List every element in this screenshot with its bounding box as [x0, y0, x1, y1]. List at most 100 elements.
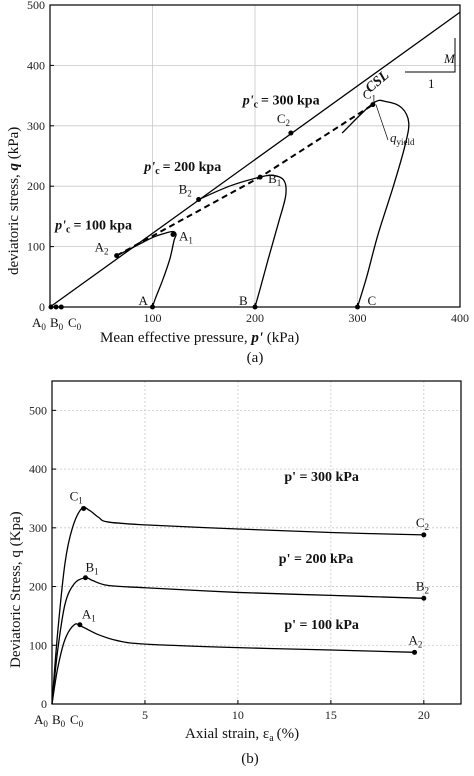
panel-b-ytick-label: 200 [29, 580, 47, 594]
b-point-B1 [82, 575, 88, 581]
origin-label-B0: B0 [50, 315, 64, 332]
panel-a-caption: (a) [247, 350, 264, 366]
panel-a-xtick-label: 300 [349, 311, 367, 325]
point-label-B1: B1 [268, 171, 281, 188]
panel-a-xtick-label: 400 [451, 311, 469, 325]
panel-a-xlabel-symbol: p' [249, 330, 263, 346]
b-point-C1 [81, 505, 87, 511]
point-label-C: C [368, 293, 377, 308]
slope-run-label: 1 [428, 76, 435, 91]
slope-triangle: 1M [405, 38, 456, 91]
panel-b-ytick-label: 0 [41, 697, 47, 711]
panel-a-ytick-label: 0 [39, 300, 45, 314]
origin-point-C0 [58, 304, 64, 310]
panel-a-xtick-label: 100 [144, 311, 162, 325]
panel-b-xlabel-text: Axial strain, ε [185, 726, 269, 742]
b-confining-annotation-1: p' = 300 kPa [284, 470, 359, 485]
b-point-label-A2: A2 [409, 632, 423, 649]
stress-path-2 [198, 174, 287, 308]
stress-path-3 [341, 99, 410, 308]
b-point-A2 [412, 649, 418, 655]
panel-b-ylabel: Deviatoric Stress, q (Kpa) [8, 511, 24, 668]
panel-b-caption: (b) [241, 751, 259, 767]
panel-b-xlabel-unit: (%) [277, 726, 300, 742]
point-label-A: A [139, 293, 149, 308]
b-point-label-A1: A1 [82, 607, 96, 624]
origin-label-C0: C0 [68, 315, 82, 332]
panel-b-series [51, 506, 424, 705]
panel-a-xlabel: Mean effective pressure, p' (kPa) [100, 330, 299, 346]
origin-label-A0: A0 [32, 315, 46, 332]
b-point-B2 [421, 595, 427, 601]
point-C [355, 304, 360, 310]
b-point-label-C2: C2 [416, 515, 429, 532]
yield-label: qyield [390, 130, 415, 147]
panel-b-xtick-label: 15 [325, 708, 337, 722]
point-label-C1: C1 [363, 87, 376, 104]
panel-a-ytick-label: 400 [27, 58, 45, 72]
point-B [252, 304, 258, 310]
panel-a-xlabel-text: Mean effective pressure, [100, 330, 248, 346]
panel-a-ytick-label: 300 [27, 119, 45, 133]
panel-b-ytick-label: 300 [29, 521, 47, 535]
point-B2 [196, 196, 202, 202]
panel-b-xtick-label: 20 [418, 708, 430, 722]
b-point-C2 [421, 532, 427, 538]
csl-line [49, 11, 461, 308]
panel-a-xlabel-unit: (kPa) [267, 330, 300, 346]
panel-a-ytick-label: 500 [27, 0, 45, 12]
panel-b-points: A1 B1 C1 A2 B2 C2 A0 B0 C0 [34, 488, 429, 729]
point-label-B2: B2 [179, 181, 192, 198]
panel-b-annotations: p' = 300 kPa p' = 200 kPa p' = 100 kPa [279, 470, 359, 633]
panel-b-grid [52, 381, 461, 704]
panel-b-xtick-label: 10 [232, 708, 244, 722]
panel-a-grid [50, 4, 460, 307]
panel-a-ylabel-symbol: q [6, 162, 22, 170]
b-point-A1 [77, 622, 83, 628]
panel-b-ytick-label: 500 [29, 403, 47, 417]
panel-b-ytick-label: 100 [29, 638, 47, 652]
b-confining-annotation-2: p' = 200 kPa [279, 552, 354, 567]
panel-a-xtick-label: 200 [246, 311, 264, 325]
slope-rise-label: M [443, 51, 456, 66]
strain-curve-3 [51, 623, 415, 705]
point-A2 [114, 253, 120, 259]
panel-a-ylabel: deviatoric stress, q (kPa) [6, 127, 22, 275]
slope-triangle-legs [405, 38, 456, 73]
point-C2 [288, 130, 294, 136]
panel-b-xlabel-sub: a [269, 733, 274, 744]
panel-b-xtick-label: 5 [142, 708, 148, 722]
point-C1 [370, 102, 376, 108]
confining-annotation-1: p'c = 100 kpa [54, 219, 132, 236]
b-origin-label-C0: C0 [70, 712, 84, 729]
point-B1 [257, 174, 263, 180]
point-label-A2: A2 [95, 240, 109, 257]
b-point-label-B1: B1 [85, 560, 98, 577]
strain-curve-2 [51, 577, 424, 705]
b-origin-label-B0: B0 [52, 712, 66, 729]
origin-point-A0 [48, 304, 54, 310]
panel-a-ylabel-text: deviatoric stress, [6, 174, 22, 275]
point-A [150, 304, 155, 310]
confining-annotation-2: p'c = 200 kpa [143, 160, 221, 177]
panel-a-points: qyield A B C A1 B1 C1 A2 B2 C2 A0 B0 C0 p'c = 100 kpa p… [32, 87, 415, 332]
panel-b-frame [51, 380, 462, 705]
b-point-label-C1: C1 [70, 488, 83, 505]
b-point-label-B2: B2 [416, 578, 429, 595]
point-label-B: B [239, 293, 248, 308]
confining-annotation-3: p'c = 300 kpa [242, 94, 320, 111]
b-confining-annotation-3: p' = 100 kPa [284, 618, 359, 633]
point-label-A1: A1 [179, 229, 193, 246]
panel-b-xlabel: Axial strain, εa (%) [185, 726, 299, 744]
yield-line [116, 103, 374, 257]
point-A1 [170, 232, 176, 238]
b-origin-label-A0: A0 [34, 712, 48, 729]
panel-a-ytick-label: 100 [27, 240, 45, 254]
panel-a-ylabel-unit: (kPa) [6, 127, 22, 160]
origin-point-B0 [53, 304, 59, 310]
strain-curve-1 [51, 506, 424, 705]
